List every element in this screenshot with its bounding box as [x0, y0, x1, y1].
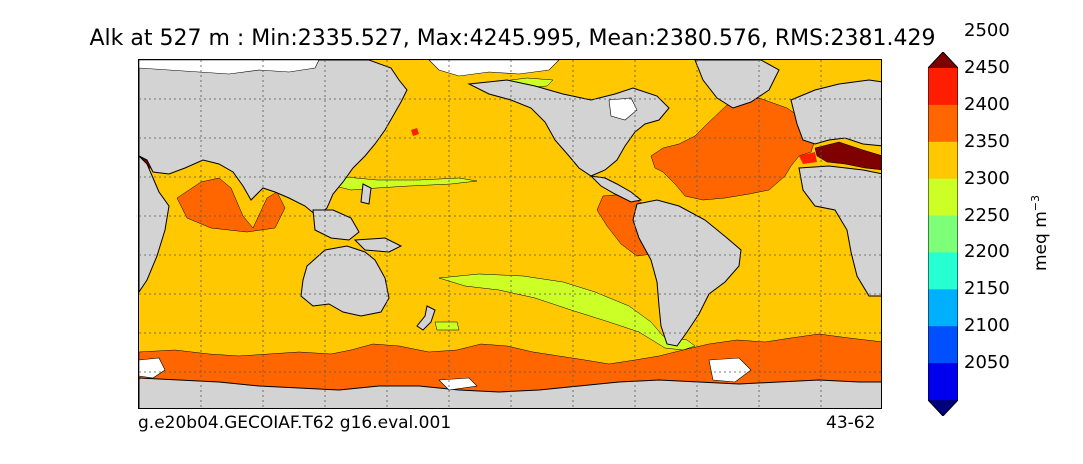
colorbar-bin: [928, 68, 958, 106]
colorbar-tick-label: 2100: [964, 315, 1010, 337]
map-svg: [139, 60, 881, 408]
colorbar-bin: [928, 252, 958, 290]
ross-ice: [438, 377, 478, 391]
colorbar-tick-label: 2150: [964, 278, 1010, 300]
colorbar-tick-label: 2450: [964, 57, 1010, 78]
unit-exponent: −3: [1029, 195, 1043, 212]
colorbar-bin: [928, 363, 958, 401]
tasman-low-band: [434, 321, 460, 331]
colorbar-bin: [928, 215, 958, 253]
colorbar-tick-label: 2250: [964, 204, 1010, 226]
plot-title: Alk at 527 m : Min:2335.527, Max:4245.99…: [89, 26, 936, 51]
colorbar-tick-label: 2300: [964, 167, 1010, 189]
se-asia-islands: [312, 209, 360, 241]
colorbar-tick-label: 2350: [964, 130, 1010, 152]
europe-land: [790, 79, 881, 147]
colorbar-tick-label: 2200: [964, 241, 1010, 263]
greenland-land: [694, 60, 780, 109]
unit-text: meq m: [1030, 211, 1051, 271]
colorbar-extension-top: [928, 52, 958, 68]
colorbar-bin: [928, 104, 958, 143]
map-grid: [139, 60, 881, 408]
mediterranean-red-rim: [799, 152, 817, 164]
south-america-land: [632, 199, 742, 347]
new-zealand-land: [416, 305, 436, 331]
africa-east-land: [139, 155, 170, 293]
colorbar-tick-label: 2400: [964, 93, 1010, 115]
colorbar-bin: [928, 289, 958, 327]
arctic-ice-west: [139, 60, 320, 75]
colorbar-unit-label: meq m−3: [1029, 195, 1051, 271]
north-pacific-low-band: [334, 175, 478, 191]
colorbar-bin: [928, 326, 958, 364]
japan-sea-spot: [411, 128, 419, 136]
antarctica-land: [139, 377, 881, 408]
years-label: 43-62: [826, 413, 876, 433]
indian-ocean-high-band: [176, 177, 286, 233]
arctic-ice-pacific: [428, 60, 560, 77]
central-america-land: [589, 175, 643, 203]
colorbar-extension-bottom: [928, 400, 958, 416]
mediterranean-hotspot: [814, 141, 881, 171]
australia-land: [300, 245, 390, 317]
ocean-map: [138, 59, 882, 409]
colorbar-tick-label: 2500: [964, 20, 1010, 42]
colorbar-tick-label: 2050: [964, 352, 1010, 374]
philippines-land: [360, 183, 372, 205]
case-name-label: g.e20b04.GECOIAF.T62 g16.eval.001: [138, 413, 452, 433]
colorbar-bin: [928, 178, 958, 217]
colorbar: [928, 52, 958, 416]
west-africa-land: [798, 165, 881, 297]
weddell-ice: [139, 357, 166, 379]
antarctic-ice-east: [708, 357, 752, 383]
colorbar-bin: [928, 141, 958, 180]
new-guinea-land: [353, 237, 403, 253]
hudson-bay: [608, 97, 638, 121]
